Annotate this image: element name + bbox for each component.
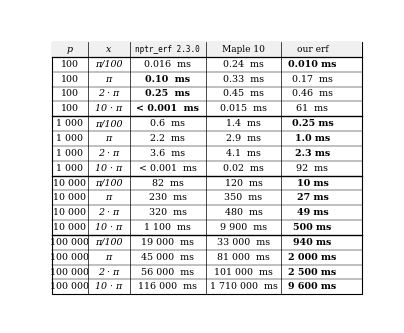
Text: π: π [105, 193, 112, 202]
Text: 19 000  ms: 19 000 ms [141, 238, 194, 247]
Text: π/100: π/100 [95, 119, 122, 128]
Text: 10 · π: 10 · π [95, 164, 122, 173]
Text: 10 · π: 10 · π [95, 104, 122, 113]
Text: x: x [106, 45, 112, 54]
Text: p: p [67, 45, 73, 54]
Text: 2 000 ms: 2 000 ms [288, 253, 337, 262]
Text: 1 710 000  ms: 1 710 000 ms [210, 282, 278, 291]
Text: 0.45  ms: 0.45 ms [223, 90, 264, 99]
Text: Maple 10: Maple 10 [222, 45, 265, 54]
Text: 2 · π: 2 · π [98, 267, 119, 276]
Text: 0.010 ms: 0.010 ms [288, 60, 337, 69]
Text: 100: 100 [61, 90, 79, 99]
Text: 56 000  ms: 56 000 ms [141, 267, 194, 276]
Text: 500 ms: 500 ms [293, 223, 332, 232]
Text: 1 100  ms: 1 100 ms [144, 223, 191, 232]
Text: 92  ms: 92 ms [297, 164, 328, 173]
Bar [52, 42, 362, 57]
Text: 4.1  ms: 4.1 ms [226, 149, 261, 158]
Text: 1 000: 1 000 [57, 134, 83, 143]
Text: 1.4  ms: 1.4 ms [226, 119, 261, 128]
Text: our erf: our erf [297, 45, 328, 54]
Text: 2 500 ms: 2 500 ms [288, 267, 337, 276]
Text: 1 000: 1 000 [57, 119, 83, 128]
Text: 2 · π: 2 · π [98, 208, 119, 217]
Text: 61  ms: 61 ms [297, 104, 328, 113]
Text: 320  ms: 320 ms [149, 208, 187, 217]
Text: 27 ms: 27 ms [297, 193, 328, 202]
Text: < 0.001  ms: < 0.001 ms [136, 104, 199, 113]
Text: 10 · π: 10 · π [95, 282, 122, 291]
Text: 116 000  ms: 116 000 ms [138, 282, 197, 291]
Text: 0.016  ms: 0.016 ms [144, 60, 191, 69]
Text: < 0.001  ms: < 0.001 ms [139, 164, 196, 173]
Text: 0.24  ms: 0.24 ms [223, 60, 264, 69]
Text: 9 600 ms: 9 600 ms [288, 282, 337, 291]
Text: 2.3 ms: 2.3 ms [295, 149, 330, 158]
Text: 10 · π: 10 · π [95, 223, 122, 232]
Text: 10 ms: 10 ms [297, 178, 328, 187]
Text: 100: 100 [61, 75, 79, 84]
Text: 100: 100 [61, 104, 79, 113]
Text: 0.6  ms: 0.6 ms [150, 119, 185, 128]
Text: 10 000: 10 000 [53, 208, 86, 217]
Text: nptr_erf 2.3.0: nptr_erf 2.3.0 [135, 45, 200, 54]
Text: 0.46  ms: 0.46 ms [292, 90, 333, 99]
Text: 10 000: 10 000 [53, 223, 86, 232]
Text: 33 000  ms: 33 000 ms [217, 238, 270, 247]
Text: 1 000: 1 000 [57, 149, 83, 158]
Text: 230  ms: 230 ms [149, 193, 187, 202]
Text: 100 000: 100 000 [50, 282, 89, 291]
Text: 45 000  ms: 45 000 ms [141, 253, 194, 262]
Text: 10 000: 10 000 [53, 178, 86, 187]
Text: 350  ms: 350 ms [224, 193, 263, 202]
Text: 0.015  ms: 0.015 ms [220, 104, 267, 113]
Text: 101 000  ms: 101 000 ms [214, 267, 273, 276]
Text: 100 000: 100 000 [50, 267, 89, 276]
Text: π/100: π/100 [95, 238, 122, 247]
Text: 82  ms: 82 ms [152, 178, 183, 187]
Text: 2 · π: 2 · π [98, 90, 119, 99]
Text: 120  ms: 120 ms [225, 178, 263, 187]
Text: 1 000: 1 000 [57, 164, 83, 173]
Text: π: π [105, 75, 112, 84]
Text: 10 000: 10 000 [53, 193, 86, 202]
Text: 1.0 ms: 1.0 ms [295, 134, 330, 143]
Text: 3.6  ms: 3.6 ms [150, 149, 185, 158]
Text: 2 · π: 2 · π [98, 149, 119, 158]
Text: 480  ms: 480 ms [225, 208, 263, 217]
Text: 0.02  ms: 0.02 ms [223, 164, 264, 173]
Text: π/100: π/100 [95, 178, 122, 187]
Text: 9 900  ms: 9 900 ms [220, 223, 267, 232]
Text: 0.25 ms: 0.25 ms [292, 119, 333, 128]
Text: 2.2  ms: 2.2 ms [150, 134, 185, 143]
Text: 49 ms: 49 ms [297, 208, 328, 217]
Text: 2.9  ms: 2.9 ms [226, 134, 261, 143]
Text: π: π [105, 134, 112, 143]
Text: 0.25  ms: 0.25 ms [145, 90, 190, 99]
Text: 100 000: 100 000 [50, 238, 89, 247]
Text: 100: 100 [61, 60, 79, 69]
Text: 0.33  ms: 0.33 ms [223, 75, 264, 84]
Text: π: π [105, 253, 112, 262]
Text: 0.10  ms: 0.10 ms [145, 75, 190, 84]
Text: 81 000  ms: 81 000 ms [217, 253, 270, 262]
Text: 0.17  ms: 0.17 ms [292, 75, 333, 84]
Text: 940 ms: 940 ms [293, 238, 332, 247]
Text: 100 000: 100 000 [50, 253, 89, 262]
Text: π/100: π/100 [95, 60, 122, 69]
